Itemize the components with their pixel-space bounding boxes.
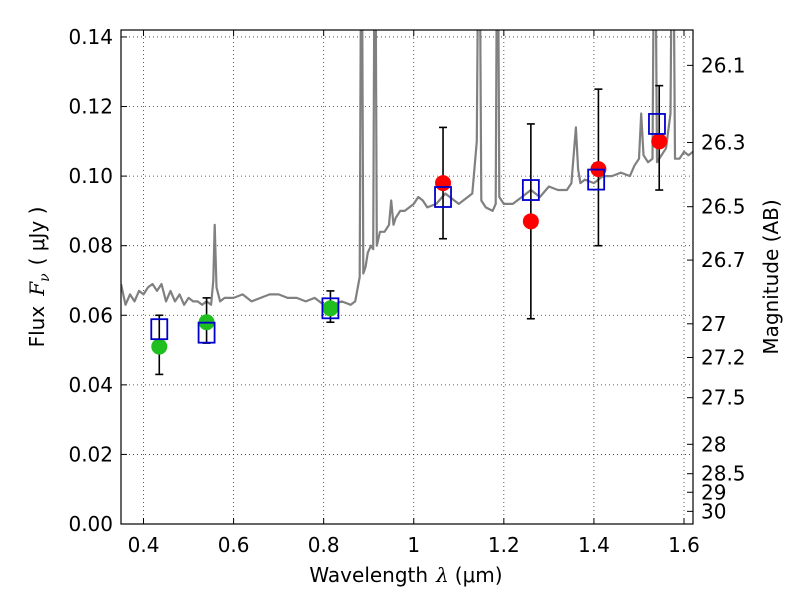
red-point (435, 175, 452, 192)
y-tick-label: 0.06 (68, 303, 113, 327)
y-tick-label: 0.14 (68, 25, 113, 49)
red-point (522, 213, 539, 230)
y2-axis-label: Magnitude (AB) (759, 199, 783, 354)
y2-tick-label: 26.7 (701, 248, 746, 272)
y2-tick-label: 27.2 (701, 345, 746, 369)
blue-square-point (150, 318, 169, 341)
model-spectrum (121, 30, 693, 306)
grid (121, 30, 693, 525)
red-point (651, 133, 668, 150)
green-point (322, 300, 339, 317)
plot-frame (120, 29, 694, 525)
blue-square-point (434, 186, 452, 208)
y-tick-label: 0.00 (68, 512, 113, 536)
y-tick-label: 0.08 (68, 234, 113, 258)
y2-tick-label: 30 (701, 499, 726, 523)
y2-tick-label: 26.1 (701, 53, 746, 77)
blue-square-point (521, 179, 540, 201)
y2-tick-label: 28.5 (701, 462, 746, 486)
blue-square-point (587, 168, 606, 191)
model-spectrum-line (121, 30, 693, 306)
y2-tick-label: 27.5 (701, 386, 746, 410)
x-tick-label: 1.6 (668, 533, 700, 557)
x-axis-label: Wavelength λ (μm) (309, 563, 502, 587)
data-points (150, 84, 668, 376)
x-tick-label: 1.4 (578, 533, 610, 557)
y-tick-label: 0.04 (68, 373, 113, 397)
axis-ticks: 0.4 0.6 0.8 1 1.2 1.4 1.6 0.00 0.02 0.04 0.06 0.08 0… (68, 25, 745, 557)
green-point (151, 338, 168, 355)
x-tick-label: 1 (407, 533, 420, 557)
blue-square-point (321, 297, 340, 320)
y-tick-label: 0.10 (68, 164, 113, 188)
y-tick-label: 0.12 (68, 95, 113, 119)
y2-tick-label: 26.5 (701, 195, 746, 219)
y2-tick-label: 28 (701, 432, 726, 456)
blue-square-point (197, 321, 216, 344)
x-tick-label: 1.2 (488, 533, 520, 557)
x-tick-label: 0.8 (308, 533, 340, 557)
x-tick-label: 0.4 (128, 533, 160, 557)
y-tick-label: 0.02 (68, 442, 113, 466)
y2-tick-label: 27 (701, 312, 726, 336)
y2-tick-label: 26.3 (701, 131, 746, 155)
blue-square-point (648, 113, 666, 135)
x-tick-label: 0.6 (218, 533, 250, 557)
y2-tick-label: 29 (701, 480, 726, 504)
y-axis-label: FluxFν( μJy ) (25, 207, 53, 348)
